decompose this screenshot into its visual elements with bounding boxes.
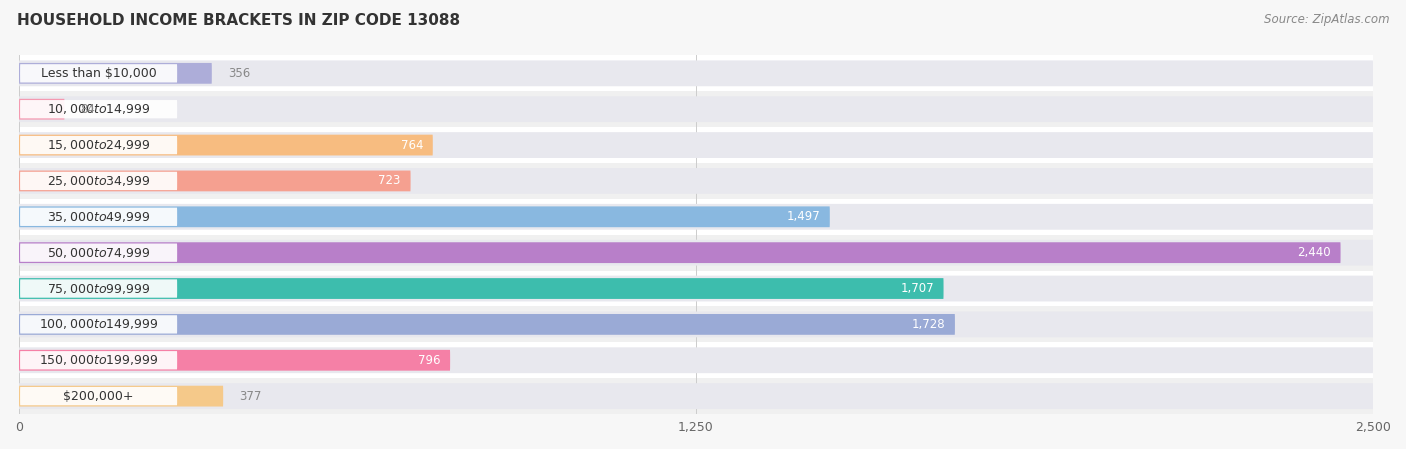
Text: $200,000+: $200,000+ bbox=[63, 390, 134, 403]
Text: $25,000 to $34,999: $25,000 to $34,999 bbox=[46, 174, 150, 188]
Bar bbox=[20, 91, 1374, 127]
FancyBboxPatch shape bbox=[20, 96, 1374, 122]
Bar bbox=[20, 235, 1374, 271]
Bar bbox=[20, 199, 1374, 235]
Text: 356: 356 bbox=[228, 67, 250, 80]
Bar bbox=[20, 271, 1374, 307]
FancyBboxPatch shape bbox=[20, 136, 177, 154]
Bar bbox=[20, 163, 1374, 199]
Bar bbox=[20, 55, 1374, 91]
FancyBboxPatch shape bbox=[20, 386, 224, 406]
FancyBboxPatch shape bbox=[20, 64, 177, 83]
FancyBboxPatch shape bbox=[20, 204, 1374, 230]
Text: $10,000 to $14,999: $10,000 to $14,999 bbox=[46, 102, 150, 116]
FancyBboxPatch shape bbox=[20, 171, 411, 191]
FancyBboxPatch shape bbox=[20, 312, 1374, 337]
Bar bbox=[20, 378, 1374, 414]
Text: 1,497: 1,497 bbox=[786, 210, 820, 223]
FancyBboxPatch shape bbox=[20, 348, 1374, 373]
FancyBboxPatch shape bbox=[20, 240, 1374, 265]
Text: 764: 764 bbox=[401, 139, 423, 152]
FancyBboxPatch shape bbox=[20, 276, 1374, 301]
Text: 1,728: 1,728 bbox=[911, 318, 945, 331]
Bar bbox=[20, 307, 1374, 342]
FancyBboxPatch shape bbox=[20, 351, 177, 370]
Text: $15,000 to $24,999: $15,000 to $24,999 bbox=[46, 138, 150, 152]
FancyBboxPatch shape bbox=[20, 61, 1374, 86]
Text: Source: ZipAtlas.com: Source: ZipAtlas.com bbox=[1264, 13, 1389, 26]
FancyBboxPatch shape bbox=[20, 278, 943, 299]
FancyBboxPatch shape bbox=[20, 350, 450, 371]
Text: 377: 377 bbox=[239, 390, 262, 403]
Bar bbox=[20, 127, 1374, 163]
Text: $35,000 to $49,999: $35,000 to $49,999 bbox=[46, 210, 150, 224]
FancyBboxPatch shape bbox=[20, 207, 177, 226]
Text: 2,440: 2,440 bbox=[1298, 246, 1331, 259]
FancyBboxPatch shape bbox=[20, 63, 212, 84]
FancyBboxPatch shape bbox=[20, 172, 177, 190]
FancyBboxPatch shape bbox=[20, 243, 177, 262]
Text: $50,000 to $74,999: $50,000 to $74,999 bbox=[46, 246, 150, 260]
FancyBboxPatch shape bbox=[20, 387, 177, 405]
Text: 796: 796 bbox=[418, 354, 440, 367]
FancyBboxPatch shape bbox=[20, 314, 955, 335]
FancyBboxPatch shape bbox=[20, 135, 433, 155]
Text: 723: 723 bbox=[378, 174, 401, 187]
FancyBboxPatch shape bbox=[20, 279, 177, 298]
FancyBboxPatch shape bbox=[20, 383, 1374, 409]
FancyBboxPatch shape bbox=[20, 242, 1340, 263]
FancyBboxPatch shape bbox=[20, 99, 65, 119]
Text: $100,000 to $149,999: $100,000 to $149,999 bbox=[39, 317, 159, 331]
FancyBboxPatch shape bbox=[20, 315, 177, 334]
Text: HOUSEHOLD INCOME BRACKETS IN ZIP CODE 13088: HOUSEHOLD INCOME BRACKETS IN ZIP CODE 13… bbox=[17, 13, 460, 28]
Bar bbox=[20, 342, 1374, 378]
Text: $75,000 to $99,999: $75,000 to $99,999 bbox=[46, 282, 150, 295]
Text: Less than $10,000: Less than $10,000 bbox=[41, 67, 156, 80]
Text: 1,707: 1,707 bbox=[900, 282, 934, 295]
FancyBboxPatch shape bbox=[20, 100, 177, 119]
Text: 84: 84 bbox=[80, 103, 96, 116]
FancyBboxPatch shape bbox=[20, 207, 830, 227]
FancyBboxPatch shape bbox=[20, 132, 1374, 158]
Text: $150,000 to $199,999: $150,000 to $199,999 bbox=[39, 353, 159, 367]
FancyBboxPatch shape bbox=[20, 168, 1374, 194]
